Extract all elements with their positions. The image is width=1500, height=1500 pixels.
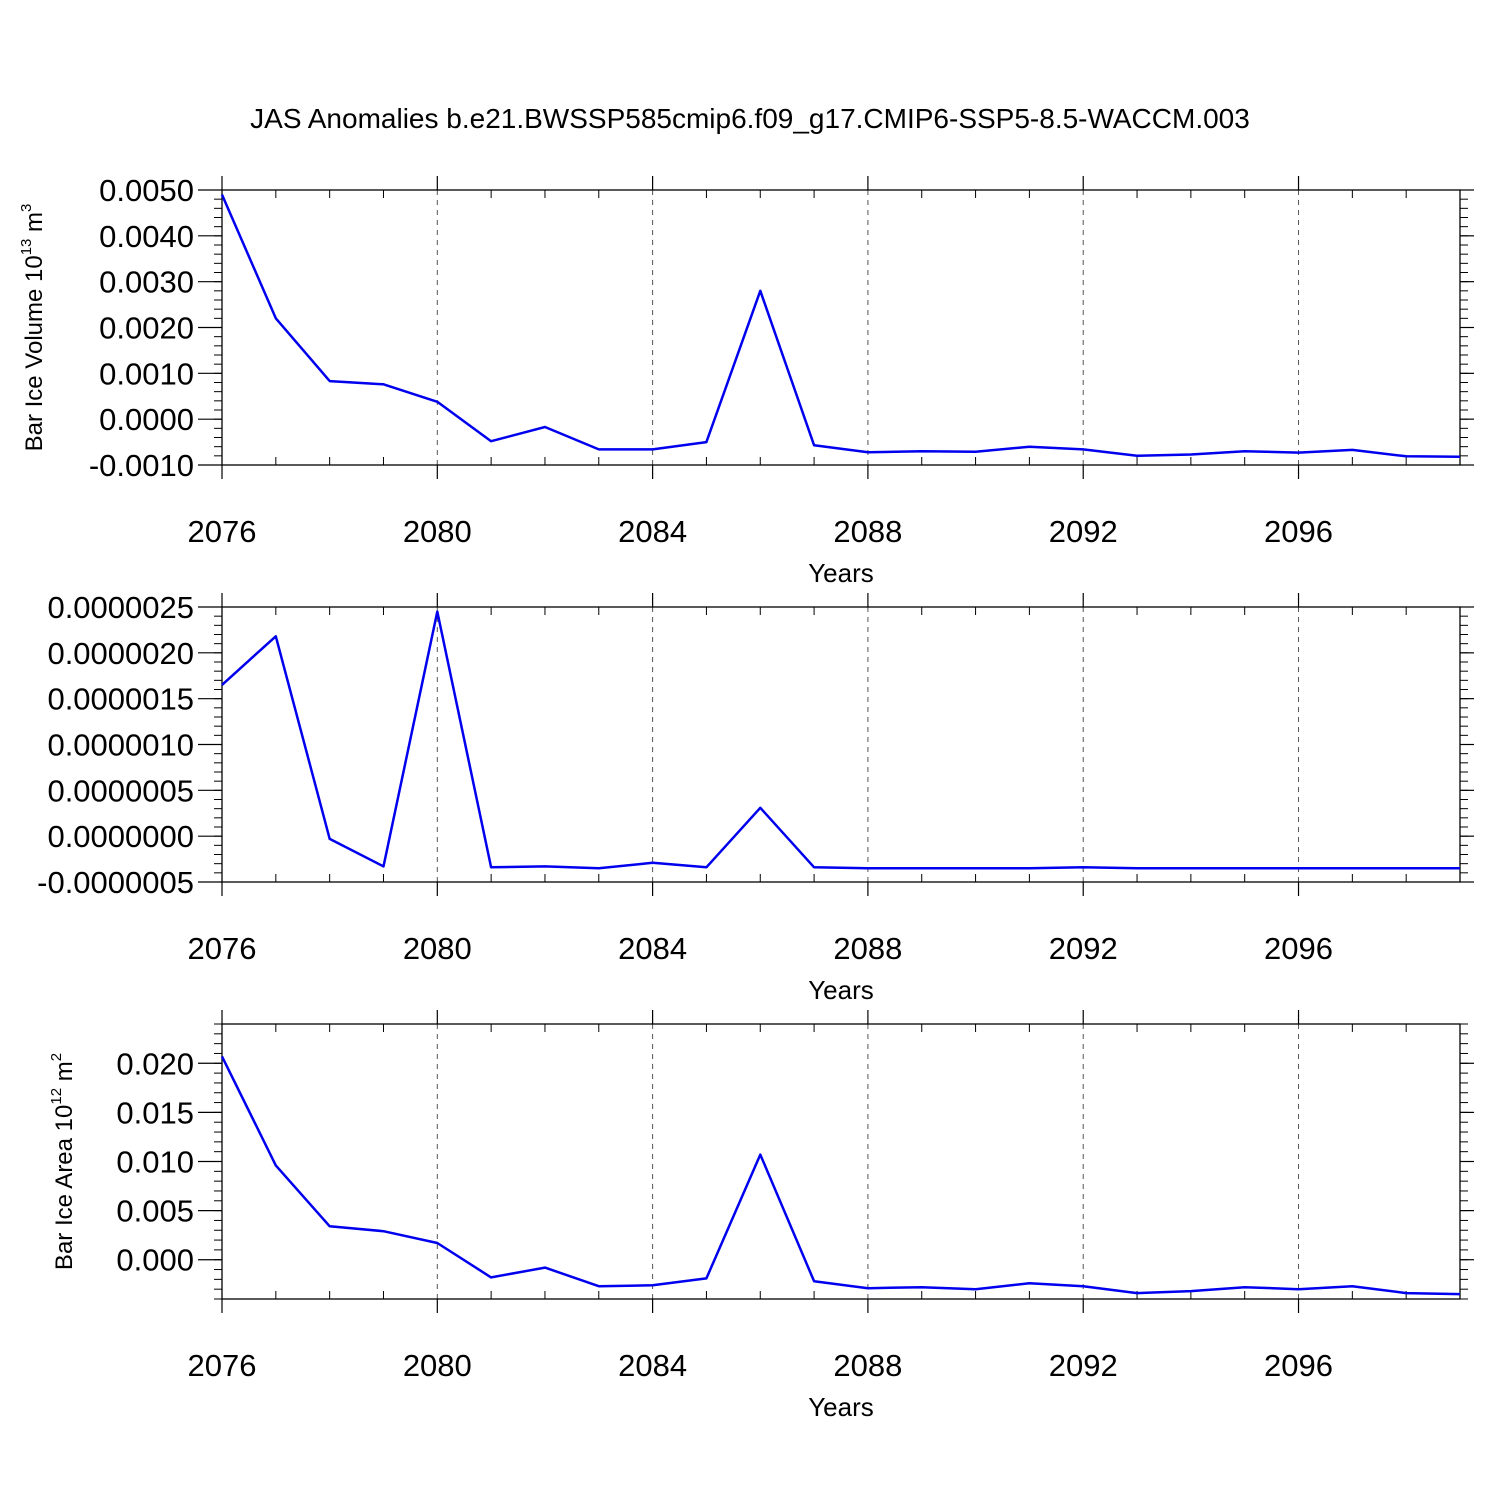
x-tick-label: 2096 xyxy=(1264,931,1333,966)
y-tick-label: 0.0000010 xyxy=(47,728,194,763)
y-axis-label-superscript: 12 xyxy=(48,1088,65,1105)
y-tick-label: 0.000 xyxy=(116,1243,194,1278)
y-tick-label: 0.0050 xyxy=(99,173,194,208)
y-tick-label: 0.0000000 xyxy=(47,819,194,854)
y-tick-label: 0.0030 xyxy=(99,265,194,300)
x-tick-label: 2092 xyxy=(1049,931,1118,966)
y-tick-label: 0.0000020 xyxy=(47,636,194,671)
plot-frame xyxy=(221,189,1461,466)
x-tick-label: 2080 xyxy=(403,514,472,549)
y-tick-label: 0.0040 xyxy=(99,219,194,254)
x-tick-label: 2096 xyxy=(1264,514,1333,549)
x-axis-label: Years xyxy=(808,558,874,588)
x-tick-label: 2080 xyxy=(403,931,472,966)
x-tick-label: 2088 xyxy=(833,1348,902,1383)
y-tick-label: 0.005 xyxy=(116,1194,194,1229)
plot-frame xyxy=(221,1023,1461,1300)
y-axis-label-superscript: 13 xyxy=(18,239,35,256)
y-axis-label-part: Bar Ice Area 10 xyxy=(51,1105,78,1270)
y-tick-label: 0.0000005 xyxy=(47,773,194,808)
y-axis-label-superscript: 3 xyxy=(18,204,35,212)
y-axis-label-part: m xyxy=(21,212,48,239)
panel-1: 2076 2080 2084 2088 2092 2096 -0.0010 0.0000 0.0… xyxy=(18,173,1474,588)
y-axis-label-part: Bar Ice Volume 10 xyxy=(21,255,48,451)
x-tick-label: 2088 xyxy=(833,931,902,966)
y-tick-label: 0.0020 xyxy=(99,311,194,346)
y-axis-label-superscript: 2 xyxy=(48,1053,65,1061)
x-tick-label: 2084 xyxy=(618,931,687,966)
x-tick-label: 2092 xyxy=(1049,514,1118,549)
x-axis-label: Years xyxy=(808,1392,874,1422)
x-tick-label: 2096 xyxy=(1264,1348,1333,1383)
x-tick-label: 2084 xyxy=(618,514,687,549)
x-tick-label: 2088 xyxy=(833,514,902,549)
series-line xyxy=(220,1055,1461,1296)
y-tick-label: 0.0000025 xyxy=(47,590,194,625)
plot-frame xyxy=(221,606,1461,883)
y-tick-label: 0.0010 xyxy=(99,356,194,391)
y-tick-label: -0.0010 xyxy=(89,448,194,483)
y-tick-label: 0.020 xyxy=(116,1046,194,1081)
x-tick-label: 2076 xyxy=(188,1348,257,1383)
series-line xyxy=(220,194,1461,459)
x-tick-label: 2076 xyxy=(188,931,257,966)
y-axis-label-part: m xyxy=(51,1061,78,1088)
x-tick-label: 2084 xyxy=(618,1348,687,1383)
y-tick-label: -0.0000005 xyxy=(37,865,194,900)
y-tick-label: 0.0000 xyxy=(99,402,194,437)
y-tick-label: 0.015 xyxy=(116,1095,194,1130)
y-axis-label: Bar Ice Area 1012 m2 xyxy=(48,1053,78,1270)
x-tick-label: 2076 xyxy=(188,514,257,549)
chart-title: JAS Anomalies b.e21.BWSSP585cmip6.f09_g1… xyxy=(250,103,1250,134)
panel-2: 2076 2080 2084 2088 2092 2096 -0.0000005 0.0000… xyxy=(37,590,1474,1005)
x-tick-label: 2092 xyxy=(1049,1348,1118,1383)
x-tick-label: 2080 xyxy=(403,1348,472,1383)
panel-3: 2076 2080 2084 2088 2092 2096 0.000 0.005 0.010 0… xyxy=(48,1010,1474,1422)
series-line xyxy=(221,610,1460,870)
y-tick-label: 0.010 xyxy=(116,1145,194,1180)
y-tick-label: 0.0000015 xyxy=(47,682,194,717)
x-axis-label: Years xyxy=(808,975,874,1005)
y-axis-label: Bar Ice Volume 1013 m3 xyxy=(18,204,48,452)
